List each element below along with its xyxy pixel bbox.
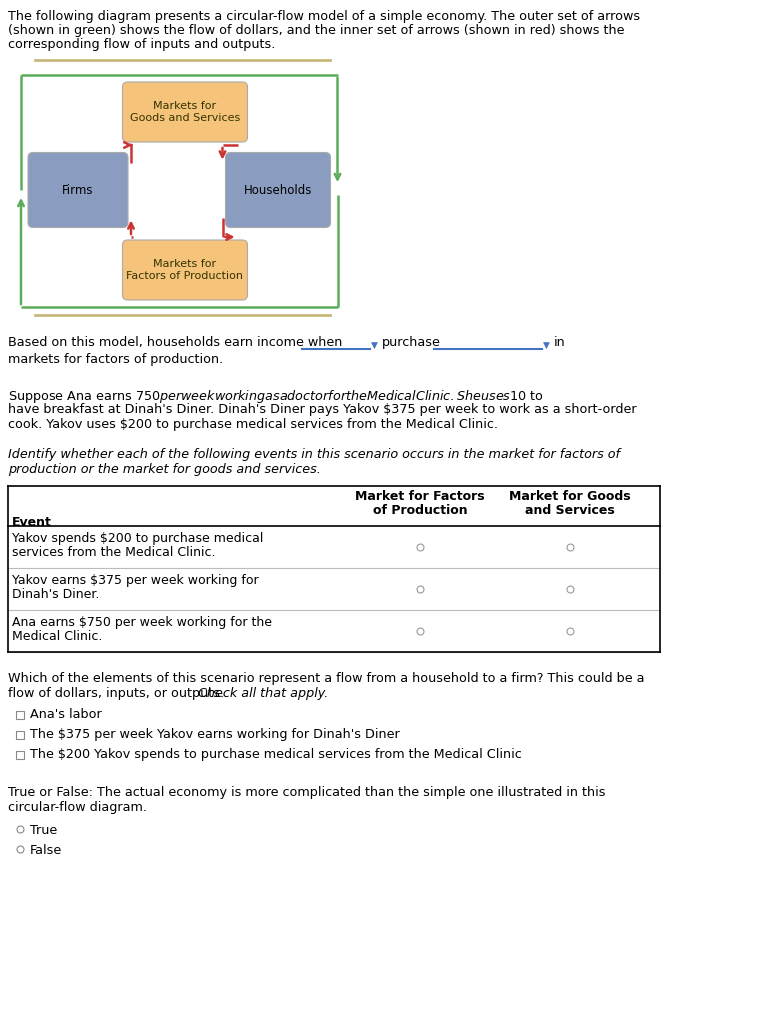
Text: have breakfast at Dinah's Diner. Dinah's Diner pays Yakov $375 per week to work : have breakfast at Dinah's Diner. Dinah's… <box>8 403 637 416</box>
Text: The $375 per week Yakov earns working for Dinah's Diner: The $375 per week Yakov earns working fo… <box>30 728 400 741</box>
Text: Dinah's Diner.: Dinah's Diner. <box>12 588 100 601</box>
Text: purchase: purchase <box>382 336 441 349</box>
Text: ▼: ▼ <box>543 341 550 350</box>
FancyBboxPatch shape <box>123 240 247 300</box>
Text: Ana earns $750 per week working for the: Ana earns $750 per week working for the <box>12 616 272 629</box>
Text: in: in <box>554 336 566 349</box>
Text: Suppose Ana earns $750 per week working as a doctor for the Medical Clinic. She : Suppose Ana earns $750 per week working … <box>8 388 544 406</box>
Text: The following diagram presents a circular-flow model of a simple economy. The ou: The following diagram presents a circula… <box>8 10 640 23</box>
FancyBboxPatch shape <box>123 82 247 142</box>
Text: Market for Goods: Market for Goods <box>509 490 631 503</box>
Text: The $200 Yakov spends to purchase medical services from the Medical Clinic: The $200 Yakov spends to purchase medica… <box>30 748 522 761</box>
Text: Based on this model, households earn income when: Based on this model, households earn inc… <box>8 336 342 349</box>
Text: Markets for
Factors of Production: Markets for Factors of Production <box>126 259 244 281</box>
Text: Event: Event <box>12 516 52 529</box>
Text: and Services: and Services <box>525 504 615 517</box>
Text: services from the Medical Clinic.: services from the Medical Clinic. <box>12 546 215 559</box>
Text: Yakov spends $200 to purchase medical: Yakov spends $200 to purchase medical <box>12 532 264 545</box>
Text: Ana's labor: Ana's labor <box>30 708 102 721</box>
Text: Households: Households <box>244 183 313 197</box>
Text: of Production: of Production <box>373 504 467 517</box>
Text: Market for Factors: Market for Factors <box>355 490 485 503</box>
Text: Identify whether each of the following events in this scenario occurs in the mar: Identify whether each of the following e… <box>8 449 620 461</box>
Text: ▼: ▼ <box>371 341 378 350</box>
Text: Medical Clinic.: Medical Clinic. <box>12 630 103 643</box>
Text: True: True <box>30 824 57 837</box>
Text: Which of the elements of this scenario represent a flow from a household to a fi: Which of the elements of this scenario r… <box>8 672 644 685</box>
Text: (shown in green) shows the flow of dollars, and the inner set of arrows (shown i: (shown in green) shows the flow of dolla… <box>8 24 624 37</box>
FancyBboxPatch shape <box>225 153 330 227</box>
Text: production or the market for goods and services.: production or the market for goods and s… <box>8 463 321 476</box>
Text: cook. Yakov uses $200 to purchase medical services from the Medical Clinic.: cook. Yakov uses $200 to purchase medica… <box>8 418 498 431</box>
Text: False: False <box>30 844 62 857</box>
Text: Firms: Firms <box>62 183 93 197</box>
Text: flow of dollars, inputs, or outputs.: flow of dollars, inputs, or outputs. <box>8 687 228 700</box>
Text: Markets for
Goods and Services: Markets for Goods and Services <box>130 101 240 123</box>
Text: Check all that apply.: Check all that apply. <box>198 687 329 700</box>
Text: corresponding flow of inputs and outputs.: corresponding flow of inputs and outputs… <box>8 38 275 51</box>
Text: markets for factors of production.: markets for factors of production. <box>8 353 223 366</box>
Text: circular-flow diagram.: circular-flow diagram. <box>8 801 147 814</box>
FancyBboxPatch shape <box>28 153 128 227</box>
Text: True or False: The actual economy is more complicated than the simple one illust: True or False: The actual economy is mor… <box>8 786 605 799</box>
Text: Yakov earns $375 per week working for: Yakov earns $375 per week working for <box>12 574 259 587</box>
